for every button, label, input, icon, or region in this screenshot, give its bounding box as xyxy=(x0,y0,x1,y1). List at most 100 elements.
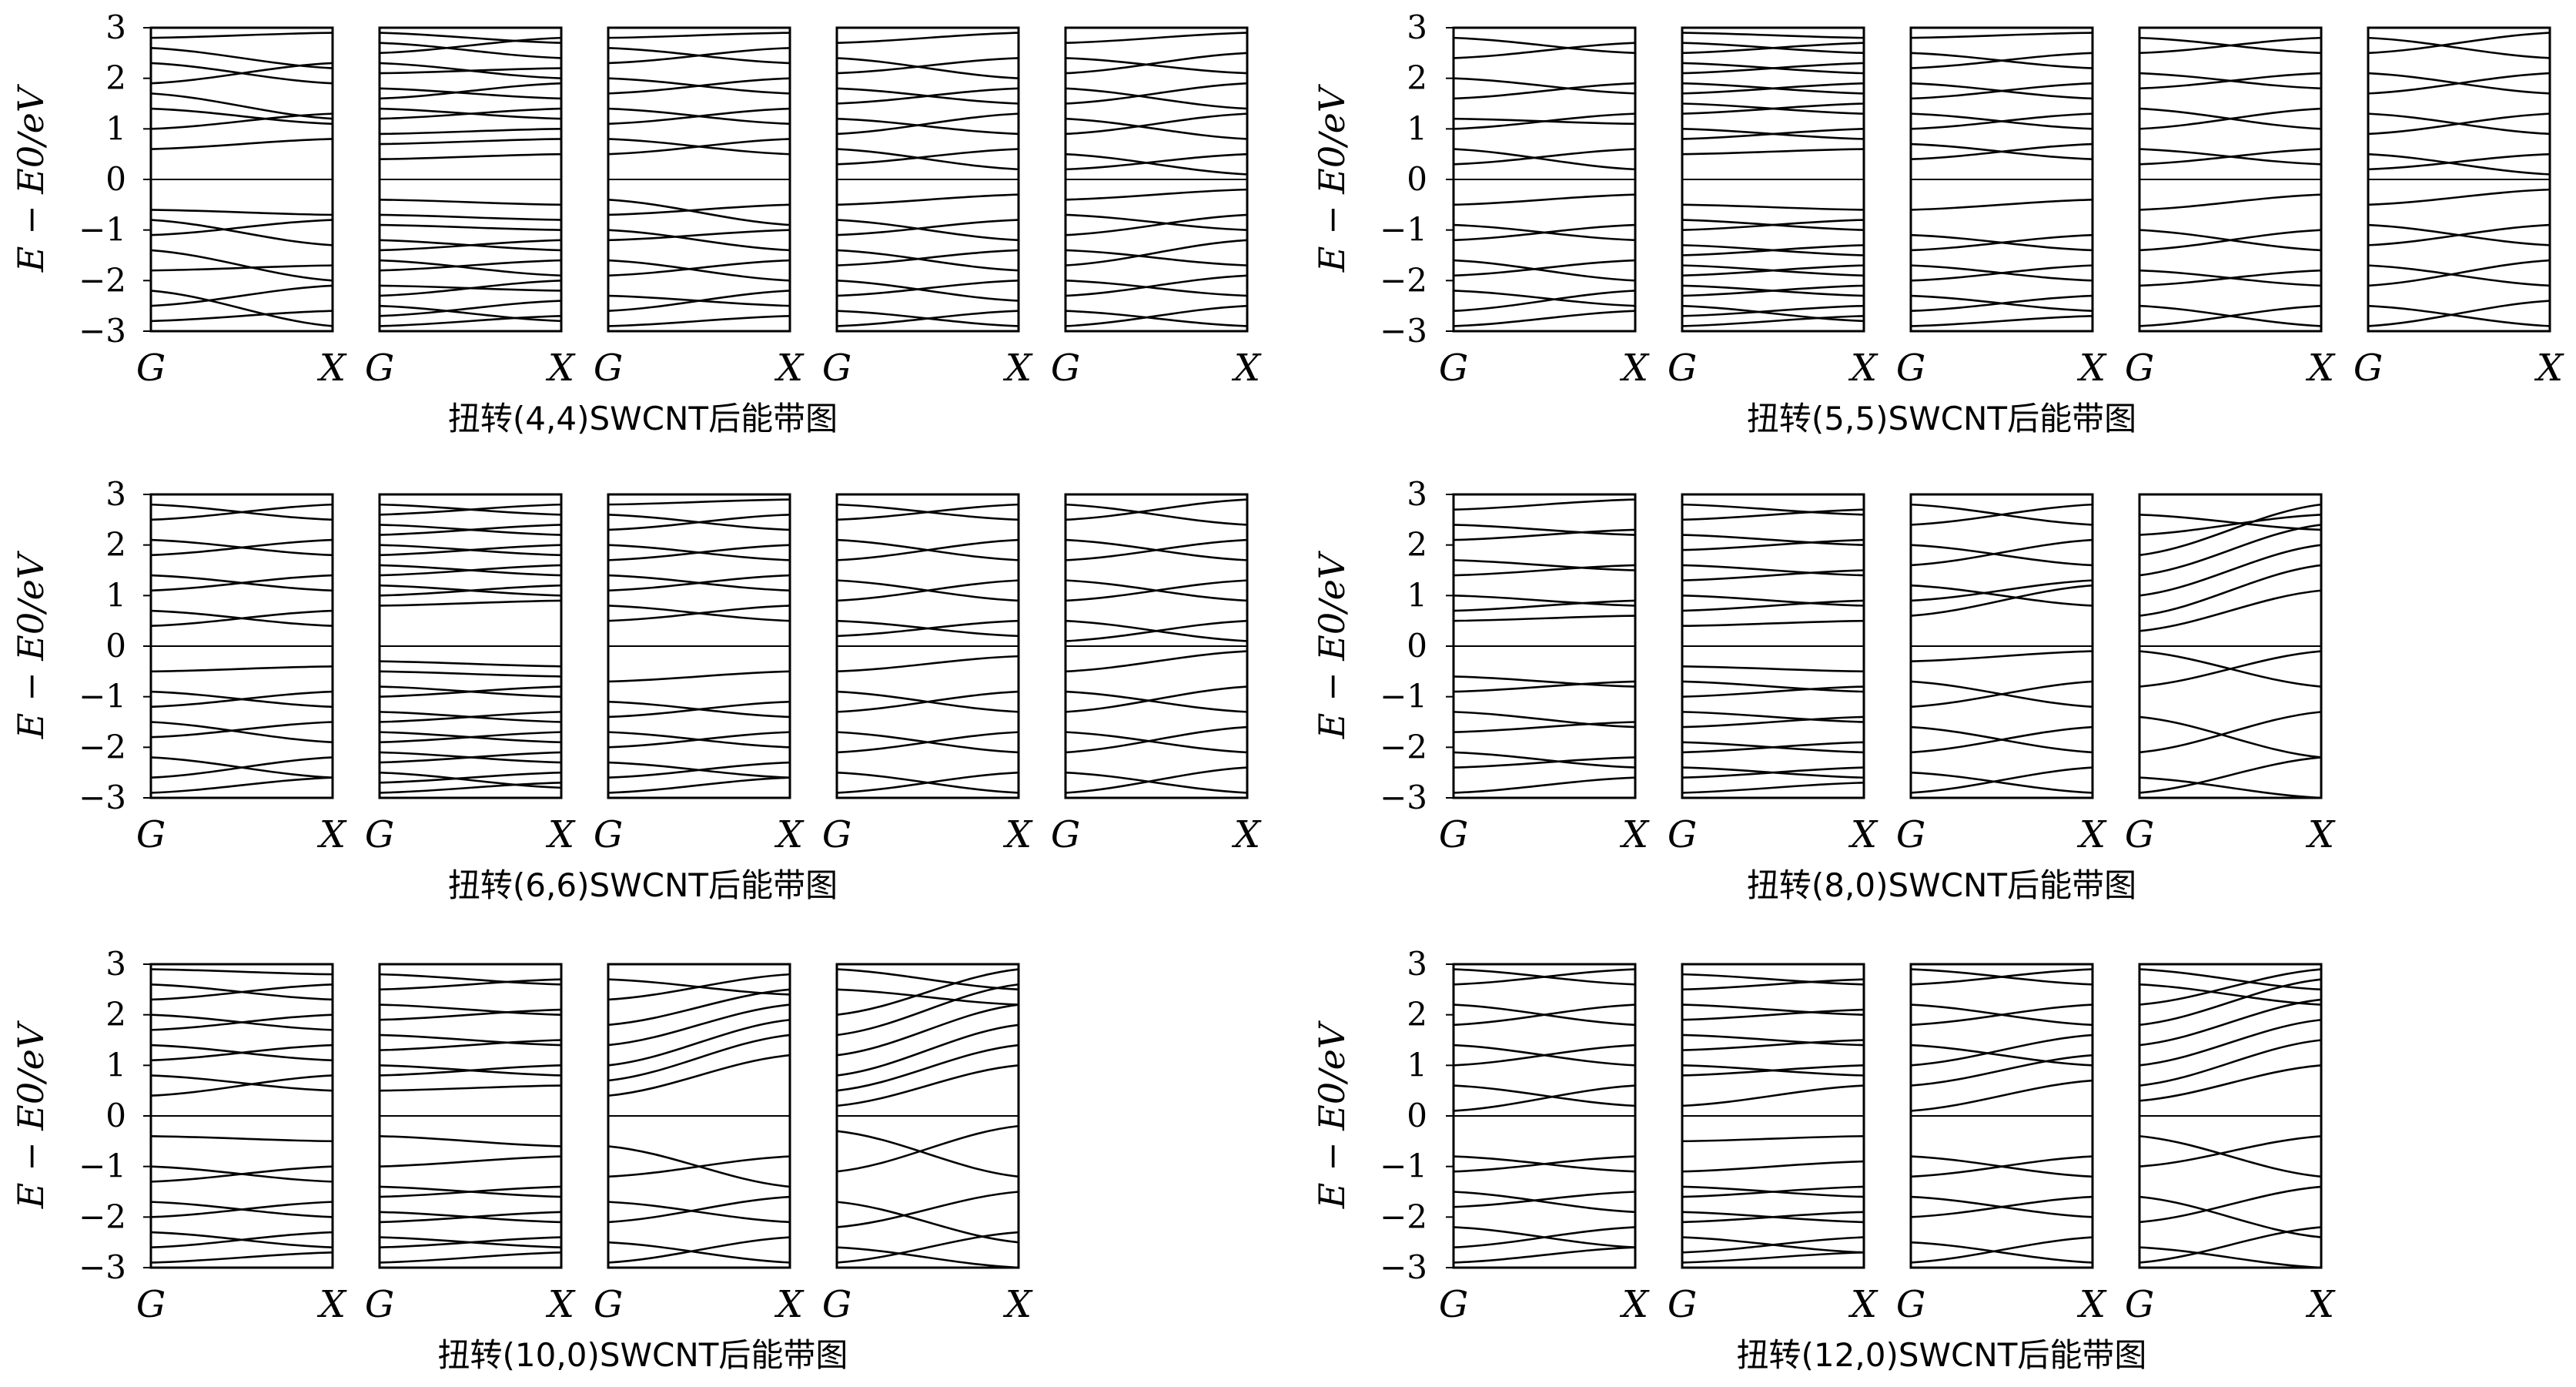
y-tick-label: −2 xyxy=(1380,1198,1427,1235)
x-tick-label-g: G xyxy=(1439,1283,1468,1326)
band-line xyxy=(1681,715,1865,729)
band-line xyxy=(1453,290,1636,307)
band-line xyxy=(379,1039,562,1051)
band-line xyxy=(607,1145,791,1188)
band-line xyxy=(1453,756,1636,769)
band-line xyxy=(1065,152,1248,176)
y-tick-label: 1 xyxy=(105,576,126,614)
band-line xyxy=(1910,52,2093,69)
band-line xyxy=(836,112,1019,136)
band-line xyxy=(379,32,562,44)
band-line xyxy=(607,77,791,95)
band-line xyxy=(150,1134,333,1143)
y-tick-label: −2 xyxy=(79,728,126,766)
band-line xyxy=(379,524,562,536)
band-line xyxy=(607,700,791,719)
band-line xyxy=(1910,725,2093,754)
band-line xyxy=(1065,87,1248,110)
x-tick-label-x: X xyxy=(1002,813,1033,856)
band-line xyxy=(150,1074,333,1092)
band-line xyxy=(150,219,333,236)
band-line xyxy=(607,1241,791,1264)
y-tick-label: 0 xyxy=(1407,160,1427,198)
y-axis-label: E − E0/eV xyxy=(10,83,52,273)
band-line xyxy=(1453,564,1636,577)
band-line xyxy=(379,1064,562,1077)
band-line xyxy=(1065,52,1248,75)
band-line xyxy=(836,310,1019,327)
band-line xyxy=(150,32,333,39)
x-tick-label-x: X xyxy=(2305,813,2336,856)
band-line xyxy=(1681,1034,1865,1047)
band-line xyxy=(836,968,1019,991)
band-line xyxy=(379,284,562,292)
band-line xyxy=(1910,82,2093,100)
band-line xyxy=(607,259,791,277)
band-line xyxy=(379,1185,562,1198)
band-line xyxy=(1681,42,1865,55)
band-line xyxy=(1453,259,1636,282)
band-line xyxy=(150,290,333,327)
band-line xyxy=(150,609,333,628)
x-tick-label-g: G xyxy=(1668,813,1697,856)
band-line xyxy=(379,711,562,723)
y-tick-label: 1 xyxy=(1407,109,1427,147)
band-line xyxy=(836,219,1019,242)
band-line xyxy=(2139,503,2322,557)
band-line xyxy=(2139,1134,2322,1178)
band-line xyxy=(1453,1003,1636,1027)
band-line xyxy=(379,259,562,272)
x-tick-label-x: X xyxy=(316,347,347,390)
band-line xyxy=(1453,259,1636,277)
x-tick-label-g: G xyxy=(822,1283,851,1326)
band-line xyxy=(1453,77,1636,95)
band-line xyxy=(379,660,562,668)
band-line xyxy=(1681,128,1865,140)
band-line xyxy=(607,229,791,242)
x-tick-label-x: X xyxy=(2076,813,2107,856)
group-title: 扭转(5,5)SWCNT后能带图 xyxy=(1747,400,2136,437)
band-line xyxy=(2139,513,2322,536)
band-line xyxy=(836,1044,1019,1092)
band-line xyxy=(1910,1003,2093,1027)
band-line xyxy=(607,1034,791,1082)
band-line xyxy=(1681,1008,1865,1021)
y-axis-label: E − E0/eV xyxy=(1311,1020,1353,1209)
y-tick-label: 2 xyxy=(105,59,126,97)
band-line xyxy=(2367,72,2551,95)
band-line xyxy=(836,280,1019,297)
band-line xyxy=(1453,675,1636,688)
x-tick-label-x: X xyxy=(1002,1283,1033,1326)
band-line xyxy=(1681,665,1865,673)
band-line xyxy=(150,721,333,739)
band-line xyxy=(1065,32,1248,44)
band-line xyxy=(1681,595,1865,607)
band-line xyxy=(1453,1191,1636,1208)
band-line xyxy=(1453,1246,1636,1264)
band-line xyxy=(836,619,1019,638)
band-line xyxy=(379,1155,562,1168)
x-tick-label-g: G xyxy=(822,813,851,856)
x-tick-label-g: G xyxy=(1668,347,1697,390)
band-line xyxy=(607,294,791,307)
band-line xyxy=(836,57,1019,75)
x-tick-label-x: X xyxy=(774,813,805,856)
band-line xyxy=(2139,72,2322,90)
band-line xyxy=(2139,715,2322,759)
band-line xyxy=(1681,1160,1865,1173)
group-title: 扭转(10,0)SWCNT后能带图 xyxy=(438,1336,848,1374)
x-tick-label-g: G xyxy=(594,347,623,390)
band-line xyxy=(836,148,1019,171)
band-line xyxy=(1910,198,2093,211)
band-line xyxy=(1910,1236,2093,1264)
band-line xyxy=(379,304,562,323)
band-line xyxy=(150,1074,333,1097)
band-line xyxy=(1681,973,1865,986)
band-line xyxy=(2139,1018,2322,1067)
y-tick-label: 3 xyxy=(1407,475,1427,513)
band-line xyxy=(1681,219,1865,231)
band-line xyxy=(1065,112,1248,136)
